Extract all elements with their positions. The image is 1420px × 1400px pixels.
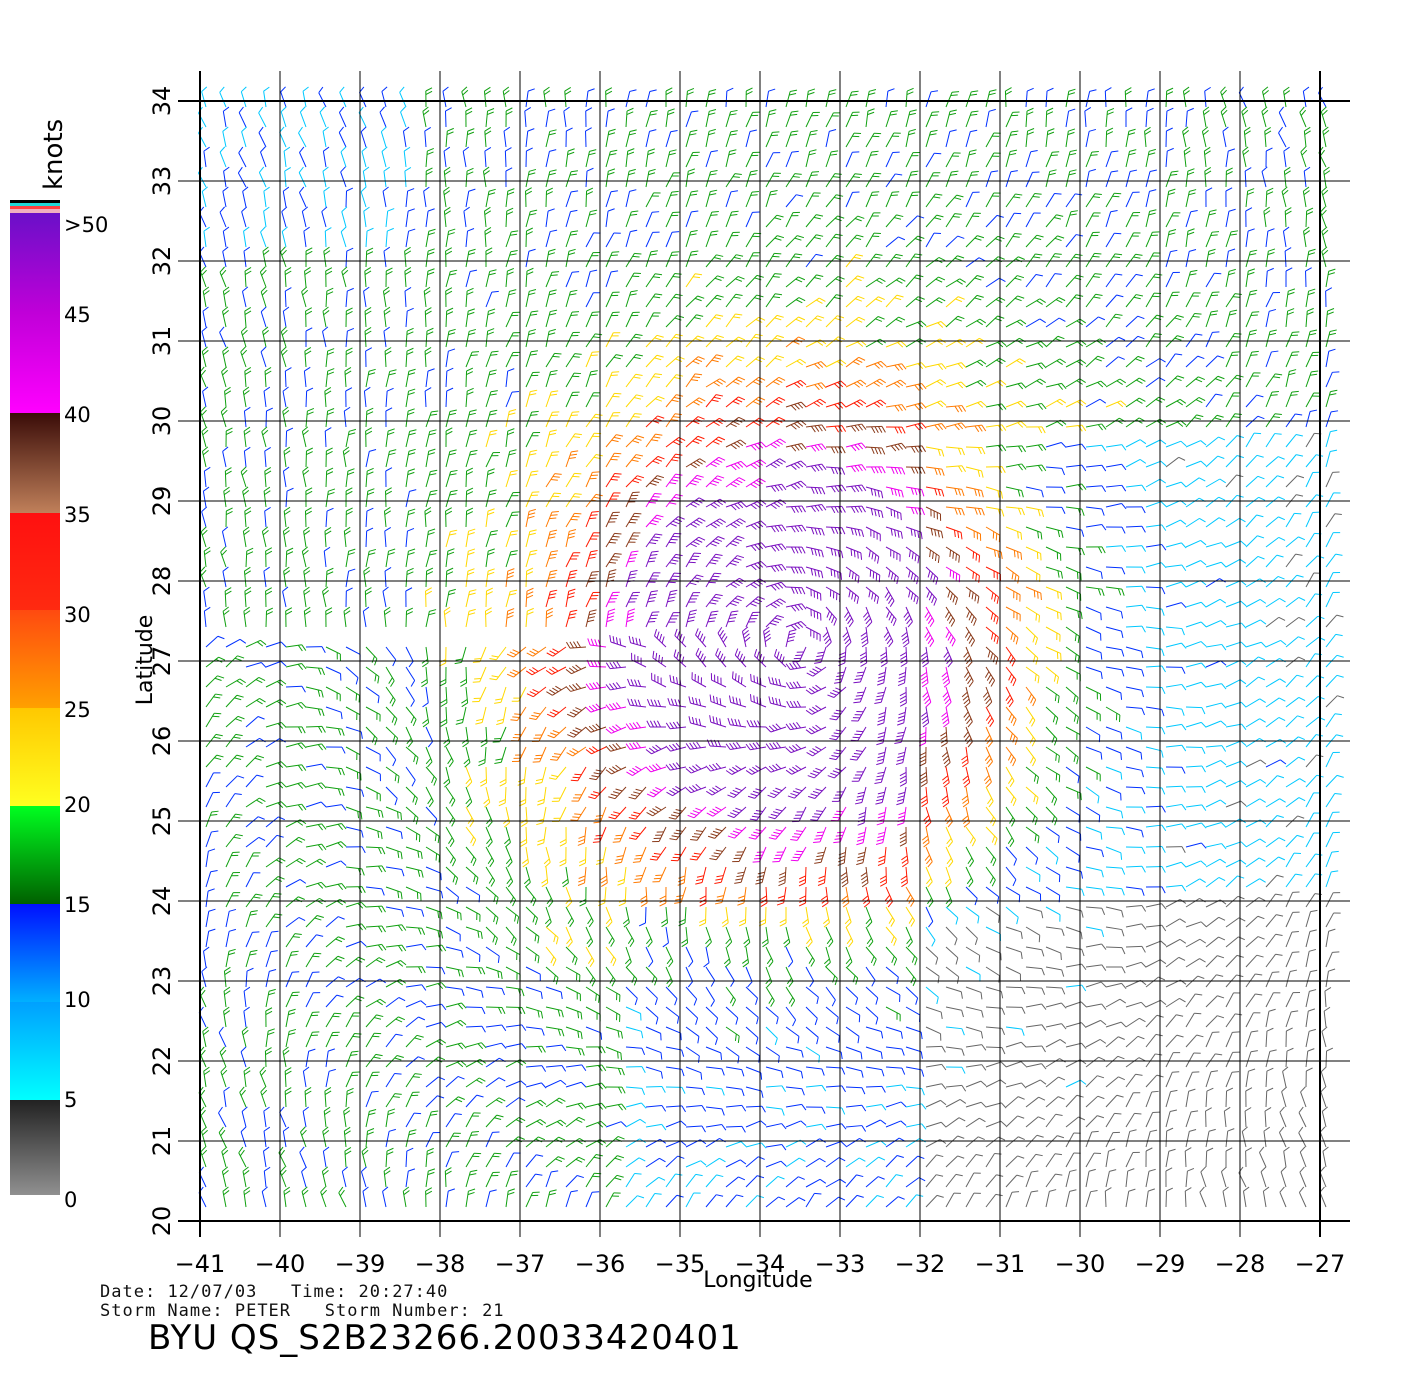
x-tick-label: −37 [495,1250,546,1278]
legend-label: 40 [64,403,91,427]
y-tick-label: 22 [148,1046,176,1077]
date-label: Date: [100,1282,157,1302]
x-tick-label: −36 [575,1250,626,1278]
x-tick-label: −34 [735,1250,786,1278]
y-tick-label: 28 [148,566,176,597]
x-tick-label: −30 [1055,1250,1106,1278]
legend-label: 0 [64,1188,77,1212]
x-axis-label: Longitude [703,1268,812,1293]
legend-label: 25 [64,698,91,722]
legend-label: 45 [64,303,91,327]
y-tick-label: 32 [148,246,176,277]
color-scale-legend: knots >50 45 40 35 30 25 20 15 10 5 0 [10,119,108,1212]
storm-name-label: Storm Name: [100,1301,224,1321]
storm-number-value: 21 [482,1301,505,1321]
x-tick-label: −41 [175,1250,226,1278]
axis-tick-labels: −41 −40 −39 −38 −37 −36 −35 −34 −33 −32 −31 −30 −29 −… [148,86,1345,1278]
x-tick-label: −29 [1135,1250,1186,1278]
x-tick-label: −39 [335,1250,386,1278]
x-tick-label: −40 [255,1250,306,1278]
y-tick-label: 25 [148,806,176,837]
wind-barb-field [197,86,1345,1208]
y-tick-label: 20 [148,1206,176,1237]
legend-title: knots [39,119,69,190]
x-tick-label: −38 [415,1250,466,1278]
time-value: 20:27:40 [358,1282,449,1302]
y-tick-label: 31 [148,326,176,357]
y-tick-label: 24 [148,886,176,917]
x-tick-label: −27 [1295,1250,1346,1278]
product-filename: BYU QS_S2B23266.20033420401 [148,1318,742,1358]
y-tick-label: 30 [148,406,176,437]
legend-label: 30 [64,603,91,627]
storm-name-value: PETER [234,1301,292,1321]
legend-label: 35 [64,503,91,527]
legend-label: 5 [64,1088,77,1112]
storm-info-line: Storm Name: PETER Storm Number: 21 [100,1301,505,1321]
legend-label: >50 [64,213,108,237]
x-tick-label: −32 [895,1250,946,1278]
y-tick-label: 21 [148,1126,176,1157]
y-tick-label: 29 [148,486,176,517]
date-time-line: Date: 12/07/03 Time: 20:27:40 [100,1282,448,1302]
y-tick-label: 34 [148,86,176,117]
legend-label: 15 [64,893,91,917]
y-tick-label: 23 [148,966,176,997]
storm-number-label: Storm Number: [324,1301,471,1321]
date-value: 12/07/03 [167,1282,258,1302]
y-tick-label: 26 [148,726,176,757]
x-tick-label: −35 [655,1250,706,1278]
legend-label: 10 [64,988,91,1012]
x-tick-label: −31 [975,1250,1026,1278]
x-tick-label: −33 [815,1250,866,1278]
legend-label: 20 [64,793,91,817]
y-tick-label: 27 [148,646,176,677]
lat-lon-grid [178,71,1350,1237]
y-tick-label: 33 [148,166,176,197]
y-axis-label: Latitude [133,615,158,706]
time-label: Time: [291,1282,348,1302]
x-tick-label: −28 [1215,1250,1266,1278]
